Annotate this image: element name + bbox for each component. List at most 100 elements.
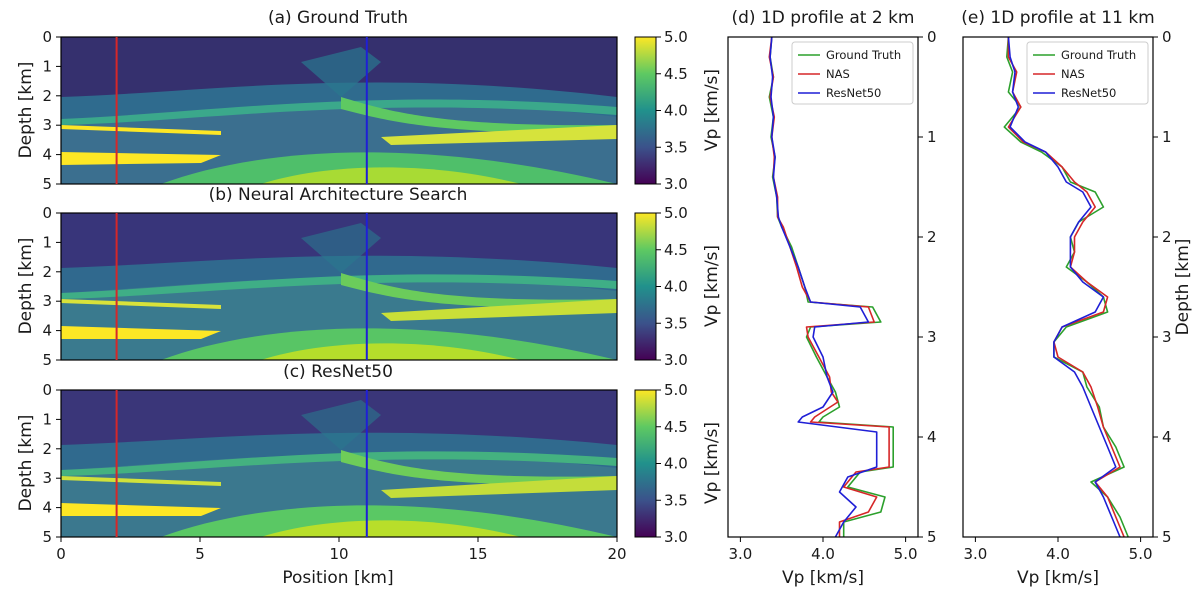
colorbar-gradient-c [634, 389, 657, 538]
series-line-ground-truth [1003, 36, 1129, 538]
legend-label: NAS [826, 67, 850, 81]
series-line-resnet50 [769, 36, 878, 538]
y-tick-label: 1 [927, 128, 937, 146]
legend-e: Ground Truth NAS ResNet50 [1026, 41, 1149, 105]
profile-xlabel-d: Vp [km/s] [782, 568, 864, 588]
heatmap-ylabel-b: Depth [km] [16, 238, 36, 335]
colorbar-tick-label: 3.5 [664, 491, 688, 509]
y-tick-label: 2 [42, 87, 52, 105]
legend-label: ResNet50 [826, 86, 881, 100]
heatmap-image-b [61, 213, 617, 360]
profile-xticks-d: 3.0 4.0 5.0 [728, 537, 918, 563]
heatmap-ylabel-c: Depth [km] [16, 415, 36, 512]
legend-label: NAS [1061, 67, 1085, 81]
x-tick-label: 5 [195, 545, 205, 563]
y-tick-label: 2 [42, 440, 52, 458]
y-tick-label: 0 [42, 28, 52, 46]
heatmap-title-a: (a) Ground Truth [268, 8, 408, 28]
series-line-resnet50 [1007, 36, 1121, 538]
colorbar-tick-label: 4.5 [664, 241, 688, 259]
x-tick-label: 5.0 [1129, 545, 1153, 563]
profile-frame-e [962, 36, 1154, 538]
y-tick-label: 5 [42, 528, 52, 546]
y-tick-label: 5 [927, 528, 937, 546]
colorbar-gradient-b [634, 212, 657, 361]
legend-label: Ground Truth [1061, 48, 1136, 62]
x-tick-label: 3.0 [963, 545, 987, 563]
profile-lines-c [115, 390, 368, 537]
heatmap-yticks-c: 0 1 2 3 4 5 [42, 381, 61, 546]
profile-ylabel-e: Depth [km] [1173, 239, 1193, 336]
y-tick-label: 3 [42, 469, 52, 487]
profile-xlabel-e: Vp [km/s] [1017, 568, 1099, 588]
profile-panel-e: (e) 1D profile at 11 km 3.0 4.0 5.0 0 1 2 3 4 5… [961, 8, 1193, 588]
profile-series-d [768, 36, 894, 538]
profile-series-e [1003, 36, 1129, 538]
series-line-nas [768, 36, 890, 537]
colorbar-b: 3.0 3.5 4.0 4.5 5.0 Vp [km/s] [634, 204, 722, 369]
x-tick-label: 4.0 [1046, 545, 1070, 563]
colorbar-tick-label: 4.5 [664, 418, 688, 436]
colorbar-tick-label: 4.0 [664, 455, 688, 473]
x-tick-label: 5.0 [894, 545, 918, 563]
y-tick-label: 4 [42, 146, 52, 164]
x-tick-label: 0 [56, 545, 66, 563]
colorbar-c: 3.0 3.5 4.0 4.5 5.0 Vp [km/s] [634, 381, 722, 546]
colorbar-ticks-b: 3.0 3.5 4.0 4.5 5.0 [656, 204, 688, 369]
y-tick-label: 1 [42, 57, 52, 75]
heatmap-yticks-b: 0 1 2 3 4 5 [42, 204, 61, 369]
y-tick-label: 0 [1162, 28, 1172, 46]
y-tick-label: 0 [42, 204, 52, 222]
y-tick-label: 1 [42, 233, 52, 251]
colorbar-tick-label: 3.5 [664, 138, 688, 156]
colorbar-tick-label: 3.5 [664, 314, 688, 332]
y-tick-label: 2 [1162, 228, 1172, 246]
y-tick-label: 2 [927, 228, 937, 246]
colorbar-gradient-a [634, 36, 657, 185]
y-tick-label: 4 [42, 499, 52, 517]
y-tick-label: 3 [927, 328, 937, 346]
profile-panel-d: (d) 1D profile at 2 km 3.0 4.0 5.0 012345 … [727, 8, 937, 588]
heatmap-frame-a [60, 36, 618, 185]
y-tick-label: 0 [42, 381, 52, 399]
y-tick-label: 4 [42, 322, 52, 340]
y-tick-label: 5 [1162, 528, 1172, 546]
colorbar-tick-label: 4.5 [664, 65, 688, 83]
legend-box [1026, 41, 1149, 105]
y-tick-label: 3 [42, 292, 52, 310]
profile-xticks-e: 3.0 4.0 5.0 [963, 537, 1153, 563]
x-tick-label: 20 [607, 545, 626, 563]
series-line-ground-truth [768, 36, 894, 537]
colorbar-label-c: Vp [km/s] [702, 422, 722, 504]
colorbar-label-b: Vp [km/s] [702, 245, 722, 327]
heatmap-panel-b: (b) Neural Architecture Search Depth [km… [16, 185, 722, 369]
heatmap-frame-b [60, 212, 618, 361]
profile-yticks-d: 0 1 2 3 4 5 [918, 28, 937, 546]
heatmap-image-c [61, 390, 617, 537]
heatmap-ylabel-a: Depth [km] [16, 62, 36, 159]
colorbar-tick-label: 3.0 [664, 528, 688, 546]
colorbar-tick-label: 4.0 [664, 278, 688, 296]
colorbar-ticks-a: 3.0 3.5 4.0 4.5 5.0 [656, 28, 688, 193]
heatmap-title-c: (c) ResNet50 [283, 362, 393, 382]
colorbar-label-a: Vp [km/s] [702, 69, 722, 151]
legend-label: Ground Truth [826, 48, 901, 62]
legend-box [791, 41, 914, 105]
colorbar-ticks-c: 3.0 3.5 4.0 4.5 5.0 [656, 381, 688, 546]
y-tick-label: 1 [1162, 128, 1172, 146]
profile-lines-b [115, 213, 368, 360]
colorbar-tick-label: 4.0 [664, 102, 688, 120]
colorbar-tick-label: 3.0 [664, 175, 688, 193]
y-tick-label: 0 [927, 28, 937, 46]
x-tick-label: 4.0 [811, 545, 835, 563]
legend-d: Ground Truth NAS ResNet50 [791, 41, 914, 105]
heatmap-xlabel-c: Position [km] [282, 568, 393, 588]
legend-label: ResNet50 [1061, 86, 1116, 100]
colorbar-tick-label: 3.0 [664, 351, 688, 369]
y-tick-label: 4 [1162, 428, 1172, 446]
x-tick-label: 10 [329, 545, 348, 563]
heatmap-title-b: (b) Neural Architecture Search [209, 185, 468, 205]
profile-lines-a [115, 37, 368, 184]
